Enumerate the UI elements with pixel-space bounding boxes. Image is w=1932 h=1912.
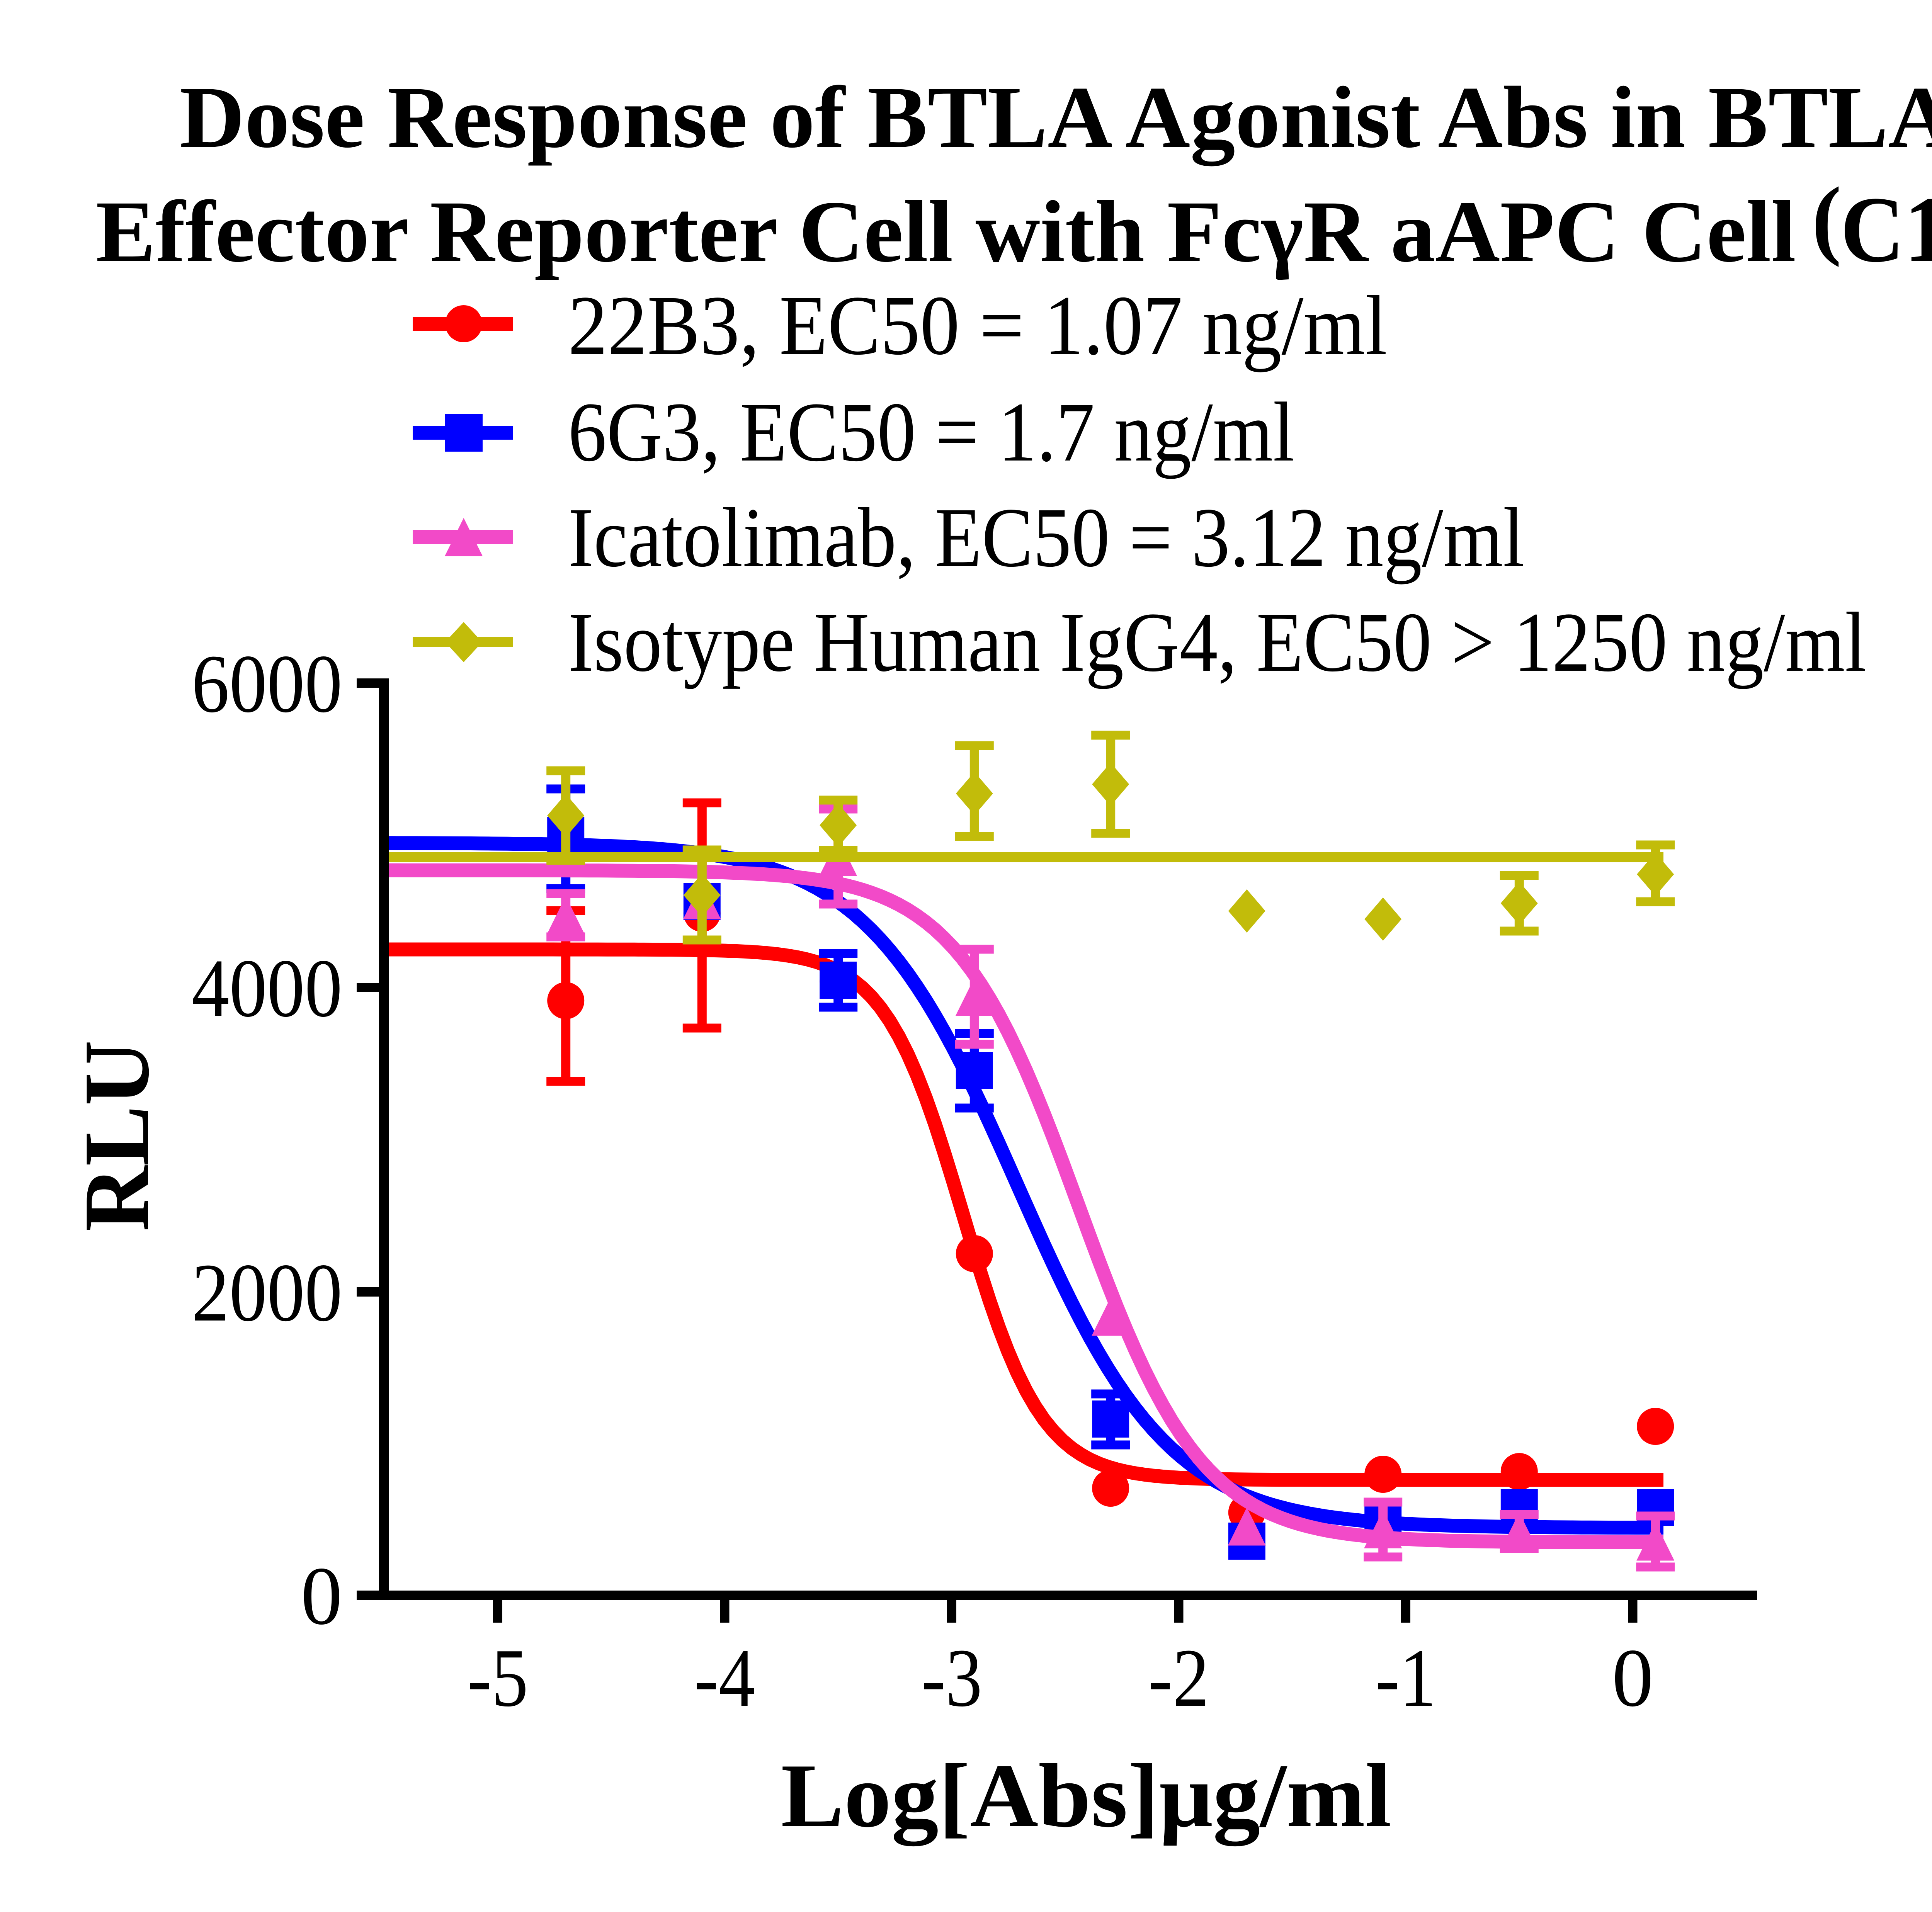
svg-text:Icatolimab, EC50 = 3.12 ng/ml: Icatolimab, EC50 = 3.12 ng/ml bbox=[568, 490, 1524, 585]
svg-text:-2: -2 bbox=[1148, 1632, 1209, 1724]
svg-text:6G3, EC50 = 1.7 ng/ml: 6G3, EC50 = 1.7 ng/ml bbox=[568, 385, 1294, 479]
svg-text:-3: -3 bbox=[921, 1632, 982, 1724]
svg-text:0: 0 bbox=[1612, 1632, 1654, 1724]
svg-text:-5: -5 bbox=[467, 1632, 528, 1724]
svg-text:22B3, EC50 = 1.07 ng/ml: 22B3, EC50 = 1.07 ng/ml bbox=[568, 278, 1387, 372]
svg-text:2000: 2000 bbox=[192, 1246, 342, 1339]
svg-text:-1: -1 bbox=[1375, 1632, 1436, 1724]
svg-text:C1: C1 bbox=[1840, 177, 1932, 282]
svg-text:(: ( bbox=[1812, 169, 1842, 267]
svg-text:6000: 6000 bbox=[192, 637, 342, 730]
svg-text:4000: 4000 bbox=[192, 942, 342, 1034]
svg-text:-4: -4 bbox=[694, 1632, 755, 1724]
svg-text:Log[Abs]μg/ml: Log[Abs]μg/ml bbox=[781, 1745, 1391, 1846]
svg-text:Dose Response of BTLA Agonist: Dose Response of BTLA Agonist Abs in BTL… bbox=[180, 69, 1932, 167]
svg-text:Isotype Human IgG4, EC50 > 125: Isotype Human IgG4, EC50 > 1250 ng/ml bbox=[568, 595, 1866, 689]
svg-text:0: 0 bbox=[301, 1550, 343, 1642]
svg-text:RLU: RLU bbox=[65, 1040, 168, 1232]
svg-text:Effector Reporter Cell with Fc: Effector Reporter Cell with FcγR aAPC Ce… bbox=[96, 183, 1796, 280]
